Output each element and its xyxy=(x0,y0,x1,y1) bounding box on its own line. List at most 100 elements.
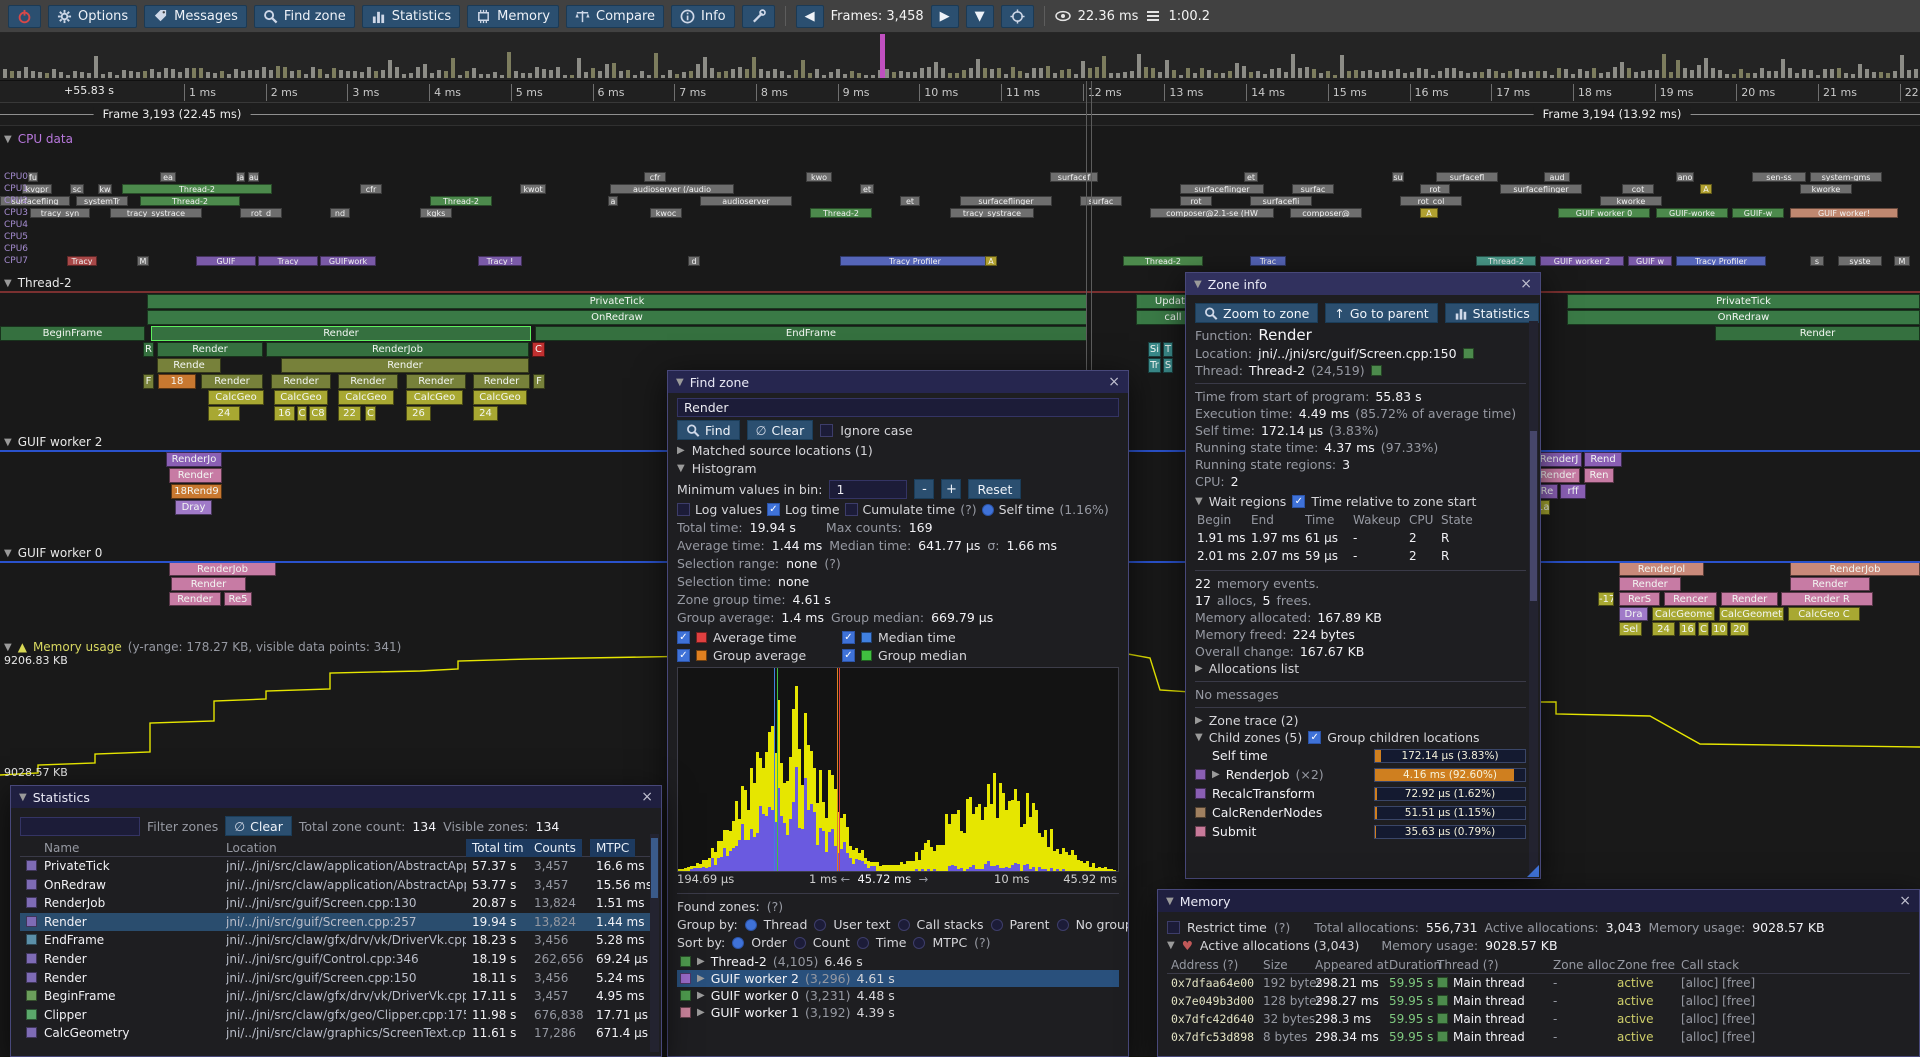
cpu-zone[interactable]: tracy_systrace xyxy=(950,208,1034,218)
timeline-zone[interactable]: C8 xyxy=(309,406,327,421)
prev-frame-button[interactable]: ◀ xyxy=(795,4,824,28)
timeline-zone[interactable]: RenderJ xyxy=(1536,452,1582,467)
clear-filter-button[interactable]: ∅ Clear xyxy=(225,816,292,836)
column-header[interactable]: Time xyxy=(1305,513,1335,527)
cpu-zone[interactable]: et xyxy=(900,196,920,206)
timeline-zone[interactable]: Render xyxy=(157,342,263,357)
find-zone-titlebar[interactable]: ▼ Find zone × xyxy=(668,371,1128,393)
collapse-icon[interactable]: ▼ xyxy=(4,641,12,653)
cpu-zone[interactable]: M xyxy=(137,256,149,266)
statistics-button[interactable]: Statistics xyxy=(361,4,461,28)
timeline-zone[interactable]: RenderJob xyxy=(1790,562,1920,576)
thread-header-thread-2[interactable]: ▼ Thread-2 xyxy=(4,276,72,290)
chevron-right-icon[interactable]: ▶ xyxy=(697,1007,705,1018)
goto-frame-button[interactable] xyxy=(1000,4,1034,28)
timeline-zone[interactable]: 22 xyxy=(338,406,361,421)
timeline-zone[interactable]: Rende xyxy=(157,358,221,373)
collapse-icon[interactable]: ▼ xyxy=(4,277,12,289)
scrollbar[interactable] xyxy=(1529,321,1538,874)
cpu-zone[interactable]: ea xyxy=(160,172,176,182)
timeline-zone[interactable]: 18 xyxy=(158,374,196,389)
allocation-row[interactable]: 0x7dfc53d898 8 bytes 298.34 ms 59.95 s Main … xyxy=(1167,1028,1910,1046)
cpu-zone[interactable]: surfaceflinger xyxy=(960,196,1052,206)
sort-by-option-radio[interactable] xyxy=(732,936,745,949)
cpu-zone[interactable]: rot_col xyxy=(1400,196,1462,206)
cpu-zone[interactable]: surfacefling xyxy=(0,196,70,206)
timeline-zone[interactable]: F xyxy=(143,374,154,389)
frame-right-label[interactable]: Frame 3,194 (13.92 ms) xyxy=(1533,107,1691,121)
cpu-zone[interactable]: kvgpr xyxy=(22,184,52,194)
timeline-zone[interactable]: 20 xyxy=(1730,622,1749,636)
messages-button[interactable]: Messages xyxy=(144,4,247,28)
found-zone-group[interactable]: ▶ GUIF worker 2 (3,296) 4.61 s xyxy=(677,970,1119,987)
column-header[interactable]: Duration xyxy=(1389,958,1442,972)
legend-checkbox[interactable]: ✓ xyxy=(677,648,690,662)
cpu-zone[interactable]: tracy_syn xyxy=(30,208,90,218)
chevron-right-icon[interactable]: ▶ xyxy=(697,956,705,967)
close-icon[interactable]: × xyxy=(641,789,653,805)
sort-by-option-radio[interactable] xyxy=(856,936,869,949)
cpu-zone[interactable]: fu xyxy=(28,172,38,182)
group-by-option-radio[interactable] xyxy=(814,918,827,931)
column-header[interactable]: Zone free xyxy=(1617,958,1676,972)
chevron-down-icon[interactable]: ▼ xyxy=(1167,940,1175,951)
group-children-checkbox[interactable]: ✓ xyxy=(1308,731,1322,744)
allocations-list-label[interactable]: Allocations list xyxy=(1208,661,1300,676)
group-by-option-radio[interactable] xyxy=(897,918,910,931)
cumulate-time-checkbox[interactable] xyxy=(844,503,858,516)
timeline-zone[interactable]: Render xyxy=(338,374,398,389)
chevron-down-icon[interactable]: ▼ xyxy=(1195,732,1203,743)
collapse-icon[interactable]: ▼ xyxy=(4,547,12,559)
cpu-zone[interactable]: A xyxy=(1700,184,1712,194)
timeline-zone[interactable]: Render R xyxy=(1781,592,1873,606)
timeline-zone[interactable]: 16 xyxy=(274,406,295,421)
cpu-zone[interactable]: composer@2.1-se (HW xyxy=(1150,208,1274,218)
timeline-zone[interactable]: Dray xyxy=(175,500,212,515)
column-header[interactable]: Zone alloc xyxy=(1553,958,1616,972)
timeline-zone[interactable]: C xyxy=(532,342,545,357)
timeline-zone[interactable]: Render xyxy=(1721,592,1778,606)
legend-checkbox[interactable]: ✓ xyxy=(677,630,690,644)
log-values-checkbox[interactable] xyxy=(677,503,690,516)
cpu-zone[interactable]: Trac xyxy=(1250,256,1286,266)
memory-usage-header[interactable]: ▼ ▲ Memory usage (y-range: 178.27 KB, vi… xyxy=(4,640,401,654)
cpu-zone[interactable]: Tracy xyxy=(67,256,97,266)
cpu-zone[interactable]: M xyxy=(1894,256,1910,266)
timeline-zone[interactable]: RerS xyxy=(1619,592,1660,606)
sort-by-option-radio[interactable] xyxy=(793,936,806,949)
cpu-zone[interactable]: ano xyxy=(1676,172,1694,182)
chevron-right-icon[interactable]: ▶ xyxy=(1195,715,1203,726)
zone-search-input[interactable] xyxy=(677,398,1119,417)
timeline-zone[interactable]: CalcGeo xyxy=(406,390,463,405)
cpu-zone[interactable]: au xyxy=(248,172,259,182)
legend-checkbox[interactable]: ✓ xyxy=(842,630,855,644)
cpu-zone[interactable]: Thread-2 xyxy=(810,208,872,218)
timeline-zone[interactable]: Rencer xyxy=(1664,592,1717,606)
cpu-zone[interactable]: composer@ xyxy=(1290,208,1362,218)
cpu-zone[interactable]: rot xyxy=(1180,196,1212,206)
timeline-zone[interactable]: Si xyxy=(1148,342,1161,357)
next-frame-button[interactable]: ▶ xyxy=(930,4,959,28)
cpu-zone[interactable]: Thread-2 xyxy=(1476,256,1536,266)
cpu-zone[interactable]: cfr xyxy=(360,184,382,194)
cpu-zone[interactable]: a xyxy=(608,196,618,206)
cpu-zone[interactable]: surfacef xyxy=(1050,172,1098,182)
timeline-zone[interactable]: C xyxy=(297,406,307,421)
timeline-zone[interactable]: Render xyxy=(171,577,246,591)
timeline-zone[interactable]: Render xyxy=(271,374,331,389)
histogram-plot[interactable] xyxy=(677,667,1119,872)
timeline-zone[interactable]: CalcGeo xyxy=(338,390,394,405)
bin-decrease-button[interactable]: - xyxy=(914,479,935,499)
column-header[interactable]: Size xyxy=(1263,958,1288,972)
bin-increase-button[interactable]: + xyxy=(941,479,962,499)
found-zone-group[interactable]: ▶ GUIF worker 0 (3,231) 4.48 s xyxy=(677,987,1119,1004)
cpu-zone[interactable]: A xyxy=(985,256,997,266)
table-row[interactable]: Clipper jni/../jni/src/claw/gfx/geo/Clipp… xyxy=(20,1006,652,1025)
child-zones-label[interactable]: Child zones (5) xyxy=(1208,730,1303,745)
reset-button[interactable]: Reset xyxy=(968,479,1022,499)
cpu-zone[interactable]: surfacefl xyxy=(1436,172,1498,182)
cpu-zone[interactable]: et xyxy=(860,184,874,194)
tools-button[interactable] xyxy=(741,4,775,28)
chevron-right-icon[interactable]: ▶ xyxy=(697,973,705,984)
timeline-zone[interactable]: EndFrame xyxy=(535,326,1087,341)
